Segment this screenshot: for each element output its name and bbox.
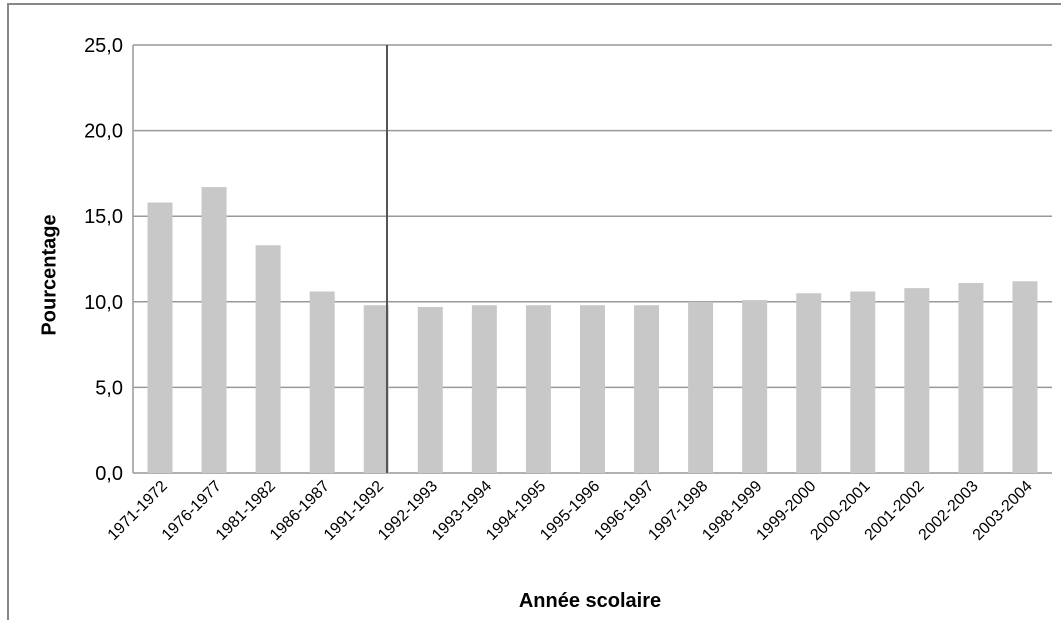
y-tick-label: 15,0 xyxy=(84,206,123,228)
bar xyxy=(579,305,605,473)
bar xyxy=(958,282,984,473)
bar xyxy=(471,305,497,473)
y-tick-label: 0,0 xyxy=(95,463,123,485)
bar xyxy=(201,187,227,473)
bar xyxy=(742,300,768,473)
bar xyxy=(904,288,930,473)
bar xyxy=(850,291,876,473)
y-tick-label: 25,0 xyxy=(84,35,123,57)
bar xyxy=(796,293,822,473)
bar xyxy=(255,245,281,473)
y-tick-label: 20,0 xyxy=(84,121,123,143)
frame xyxy=(7,3,1061,620)
bar xyxy=(1012,281,1038,473)
bar xyxy=(363,305,389,473)
bar xyxy=(688,301,714,473)
x-tick-label: 2003-2004 xyxy=(970,478,1036,544)
bar xyxy=(147,202,173,473)
y-tick-label: 5,0 xyxy=(95,377,123,399)
x-axis-label: Année scolaire xyxy=(519,590,661,612)
y-axis-label: Pourcentage xyxy=(38,214,60,335)
y-tick-label: 10,0 xyxy=(84,292,123,314)
bar xyxy=(417,306,443,473)
bar xyxy=(525,305,551,473)
bar xyxy=(309,291,335,473)
bar xyxy=(634,305,660,473)
